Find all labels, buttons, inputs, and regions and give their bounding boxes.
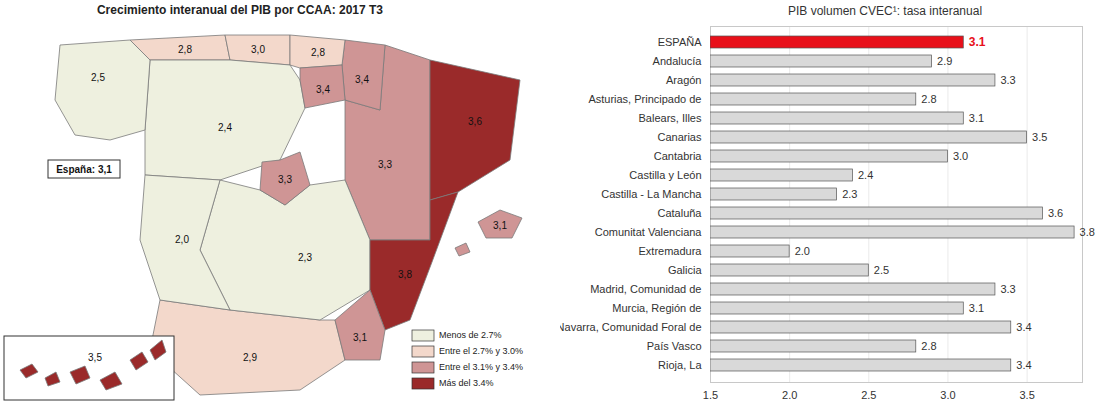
- svg-text:Canarias: Canarias: [657, 131, 702, 143]
- svg-text:2.3: 2.3: [842, 188, 857, 200]
- svg-text:2,9: 2,9: [243, 352, 257, 363]
- svg-text:ESPAÑA: ESPAÑA: [658, 36, 702, 48]
- svg-text:2.8: 2.8: [921, 340, 936, 352]
- svg-text:3,1: 3,1: [493, 220, 507, 231]
- svg-text:3,0: 3,0: [251, 44, 265, 55]
- svg-text:Cantabria: Cantabria: [654, 150, 703, 162]
- svg-text:2,0: 2,0: [175, 234, 189, 245]
- svg-text:Menos de 2.7%: Menos de 2.7%: [439, 330, 502, 340]
- svg-text:3.8: 3.8: [1080, 226, 1095, 238]
- svg-text:Cataluña: Cataluña: [657, 207, 702, 219]
- svg-text:3.0: 3.0: [953, 150, 968, 162]
- svg-text:Castilla y León: Castilla y León: [629, 169, 701, 181]
- svg-text:País Vasco: País Vasco: [647, 340, 702, 352]
- svg-text:Comunitat Valenciana: Comunitat Valenciana: [595, 226, 703, 238]
- svg-text:2,5: 2,5: [91, 72, 105, 83]
- svg-text:3.1: 3.1: [969, 302, 984, 314]
- svg-text:3.0: 3.0: [940, 389, 955, 401]
- svg-text:2.8: 2.8: [921, 93, 936, 105]
- svg-text:Asturias, Principado de: Asturias, Principado de: [588, 93, 701, 105]
- svg-text:3,5: 3,5: [88, 352, 102, 363]
- svg-text:3,3: 3,3: [278, 174, 292, 185]
- svg-text:Madrid, Comunidad de: Madrid, Comunidad de: [590, 283, 701, 295]
- svg-text:2.0: 2.0: [782, 389, 797, 401]
- svg-text:3.1: 3.1: [969, 35, 986, 49]
- svg-text:2,8: 2,8: [311, 47, 325, 58]
- svg-text:3,6: 3,6: [468, 116, 482, 127]
- svg-text:3,4: 3,4: [316, 84, 330, 95]
- svg-text:2,4: 2,4: [218, 122, 232, 133]
- svg-text:2.5: 2.5: [874, 264, 889, 276]
- svg-text:1.5: 1.5: [703, 389, 718, 401]
- svg-text:Galicia: Galicia: [668, 264, 703, 276]
- svg-text:2.9: 2.9: [937, 55, 952, 67]
- svg-text:3.6: 3.6: [1048, 207, 1063, 219]
- svg-text:Entre el 3.1% y 3.4%: Entre el 3.1% y 3.4%: [439, 362, 523, 372]
- svg-text:3,1: 3,1: [353, 332, 367, 343]
- svg-text:Andalucía: Andalucía: [653, 55, 703, 67]
- svg-text:3,8: 3,8: [398, 269, 412, 280]
- svg-text:Extremadura: Extremadura: [639, 245, 703, 257]
- svg-text:3,4: 3,4: [355, 74, 369, 85]
- svg-text:3.4: 3.4: [1016, 321, 1031, 333]
- svg-text:Más del 3.4%: Más del 3.4%: [439, 378, 494, 388]
- svg-text:Crecimiento interanual del PIB: Crecimiento interanual del PIB por CCAA:…: [97, 3, 383, 17]
- svg-text:Entre el 2.7% y 3.0%: Entre el 2.7% y 3.0%: [439, 346, 523, 356]
- svg-text:Balears, Illes: Balears, Illes: [639, 112, 702, 124]
- svg-text:3.3: 3.3: [1000, 74, 1015, 86]
- svg-text:3.5: 3.5: [1019, 389, 1034, 401]
- svg-text:Murcia, Región de: Murcia, Región de: [612, 302, 701, 314]
- svg-text:3.5: 3.5: [1032, 131, 1047, 143]
- svg-text:2.0: 2.0: [795, 245, 810, 257]
- svg-text:3.1: 3.1: [969, 112, 984, 124]
- svg-text:2.5: 2.5: [861, 389, 876, 401]
- svg-text:3.4: 3.4: [1016, 359, 1031, 371]
- html-text:PIB volumen CVEC¹: tasa intera: PIB volumen CVEC¹: tasa interanual: [788, 4, 982, 18]
- svg-text:Aragón: Aragón: [666, 74, 701, 86]
- svg-text:España: 3,1: España: 3,1: [56, 164, 112, 175]
- svg-text:Rioja, La: Rioja, La: [658, 359, 702, 371]
- svg-text:Navarra, Comunidad Foral de: Navarra, Comunidad Foral de: [560, 321, 702, 333]
- svg-text:2.4: 2.4: [858, 169, 873, 181]
- svg-text:Castilla - La Mancha: Castilla - La Mancha: [601, 188, 702, 200]
- svg-text:2,3: 2,3: [298, 252, 312, 263]
- svg-text:3.3: 3.3: [1000, 283, 1015, 295]
- svg-text:3,3: 3,3: [378, 159, 392, 170]
- svg-text:2,8: 2,8: [178, 44, 192, 55]
